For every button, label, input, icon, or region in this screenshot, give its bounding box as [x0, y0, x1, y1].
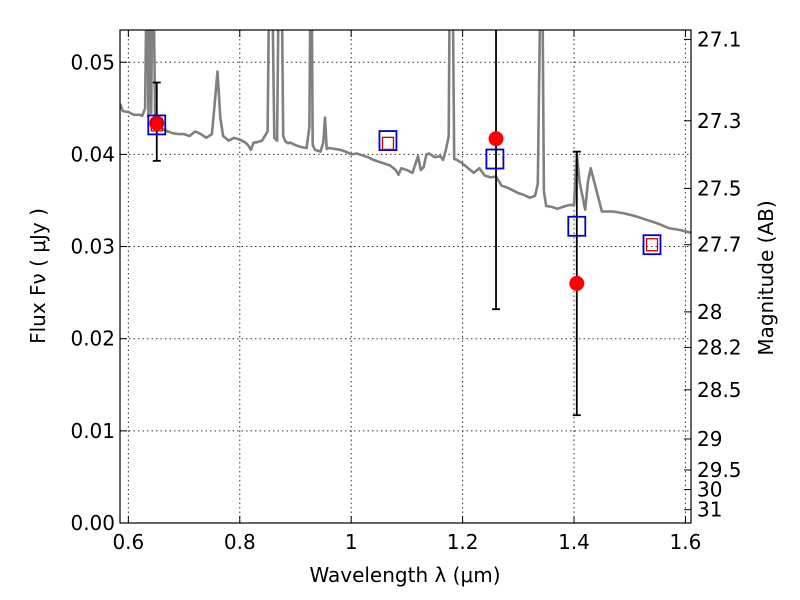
mag-tick-label: 29 [697, 427, 722, 451]
x-tick-label: 1.2 [447, 530, 479, 554]
mag-tick-label: 27.7 [697, 233, 742, 257]
model-square-blue [567, 215, 587, 237]
plot-area [120, 30, 691, 523]
plot-frame [119, 29, 692, 524]
x-tick-label: 1.4 [558, 530, 590, 554]
mag-tick-label: 27.5 [697, 176, 742, 200]
mag-tick-label: 27.1 [697, 27, 742, 51]
observed-point [488, 131, 504, 147]
y-axis-right-label: Magnitude (AB) [754, 200, 778, 355]
model-square-blue [642, 234, 662, 256]
model-spectrum-line [120, 30, 691, 234]
y-tick-label: 0.02 [70, 327, 115, 351]
mag-tick-label: 31 [697, 498, 722, 522]
x-tick-label: 1.6 [670, 530, 702, 554]
observed-point [569, 275, 585, 291]
mag-tick-label: 28 [697, 300, 722, 324]
mag-tick-label: 28.2 [697, 335, 742, 359]
model-square-red [645, 238, 659, 252]
model-square-blue [378, 130, 398, 151]
model-square-red [150, 118, 163, 132]
axes: 0.6 0.8 1 1.2 1.4 1.6 0.00 0.01 0.02 0.03 0.04 0.05… [70, 27, 741, 554]
x-tick-label: 0.6 [112, 530, 144, 554]
x-tick-label: 0.8 [224, 530, 256, 554]
mag-tick-label: 28.5 [697, 378, 742, 402]
mag-tick-label: 30 [697, 478, 722, 502]
x-tick-label: 1 [345, 530, 358, 554]
y-tick-label: 0.00 [70, 511, 115, 535]
model-square-blue [147, 114, 167, 136]
y-tick-label: 0.05 [70, 50, 115, 74]
mag-tick-label: 27.3 [697, 109, 742, 133]
y-tick-label: 0.01 [70, 419, 115, 443]
x-axis-label: Wavelength λ (μm) [309, 563, 500, 587]
y-axis-label: Flux Fν ( μJy ) [26, 208, 50, 344]
mag-tick-label: 29.5 [697, 458, 742, 482]
errorbar-layer [147, 30, 662, 417]
model-square-blue [485, 148, 505, 170]
data-layer [120, 30, 691, 234]
y-tick-label: 0.04 [70, 142, 115, 166]
model-square-red [381, 136, 395, 150]
y-tick-label: 0.03 [70, 235, 115, 259]
